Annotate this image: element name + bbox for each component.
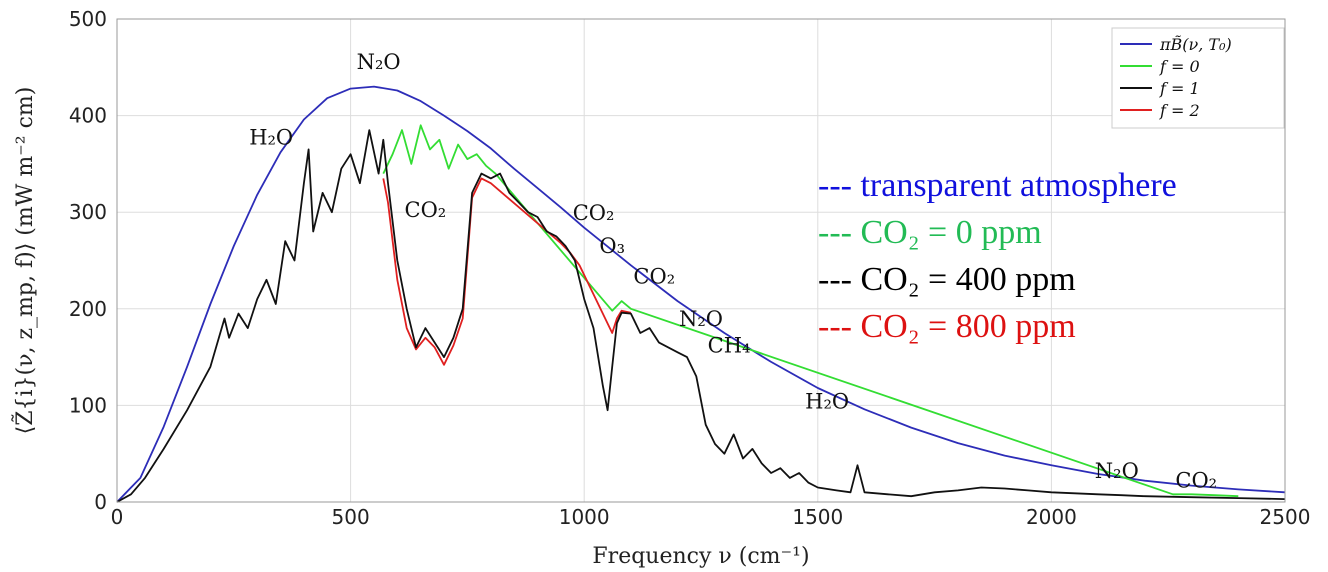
series-line-1 bbox=[382, 124, 1239, 498]
big-legend-entry: --- transparent atmosphere bbox=[818, 167, 1177, 204]
y-tick-label: 200 bbox=[69, 297, 107, 321]
y-tick-label: 500 bbox=[69, 7, 107, 31]
y-tick-label: 400 bbox=[69, 104, 107, 128]
x-tick-label: 1500 bbox=[792, 505, 843, 529]
big-legend-entry: --- CO₂ = 0 ppm bbox=[818, 214, 1042, 251]
x-tick-label: 0 bbox=[111, 505, 124, 529]
series-group bbox=[116, 85, 1286, 503]
grid bbox=[116, 18, 1286, 503]
plot-frame bbox=[116, 18, 1286, 503]
species-annotation: CO₂ bbox=[633, 265, 675, 289]
legend: πB̃(ν, T₀) f = 0 f = 1 f = 2 bbox=[1111, 27, 1285, 129]
series-line-2 bbox=[116, 129, 1286, 503]
species-annotation: CH₄ bbox=[708, 333, 751, 357]
species-annotation: N₂O bbox=[357, 50, 401, 74]
species-annotation: H₂O bbox=[805, 389, 849, 413]
big-legend-entry: --- CO₂ = 400 ppm bbox=[818, 261, 1076, 298]
y-axis-label: ⟨Z̃{i}(ν, z_mp, f)⟩ (mW m⁻² cm) bbox=[12, 87, 38, 435]
y-tick-label: 0 bbox=[94, 490, 107, 514]
x-tick-label: 2000 bbox=[1026, 505, 1077, 529]
big-legend-entry: --- CO₂ = 800 ppm bbox=[818, 308, 1076, 345]
series-line-0 bbox=[116, 85, 1286, 503]
species-annotation: N₂O bbox=[1095, 459, 1139, 483]
tick-labels: 0 500 1000 1500 2000 2500 0 100 200 300 400 500 bbox=[69, 7, 1311, 529]
species-annotation: N₂O bbox=[679, 307, 723, 331]
legend-entry: f = 1 bbox=[1159, 79, 1200, 98]
legend-entry: f = 0 bbox=[1159, 57, 1200, 76]
x-tick-label: 500 bbox=[332, 505, 370, 529]
species-annotation: CO₂ bbox=[1175, 469, 1217, 493]
legend-entry: πB̃(ν, T₀) bbox=[1159, 35, 1232, 54]
y-tick-label: 300 bbox=[69, 200, 107, 224]
y-tick-label: 100 bbox=[69, 393, 107, 417]
species-annotation: CO₂ bbox=[405, 198, 447, 222]
big-legend: --- transparent atmosphere --- CO₂ = 0 pp… bbox=[818, 167, 1177, 345]
legend-entry: f = 2 bbox=[1159, 101, 1200, 120]
species-annotation: O₃ bbox=[599, 234, 625, 258]
x-tick-label: 2500 bbox=[1260, 505, 1311, 529]
species-annotation: CO₂ bbox=[573, 201, 615, 225]
species-annotation: H₂O bbox=[249, 126, 293, 150]
x-axis-label: Frequency ν (cm⁻¹) bbox=[592, 544, 809, 569]
x-tick-label: 1000 bbox=[559, 505, 610, 529]
